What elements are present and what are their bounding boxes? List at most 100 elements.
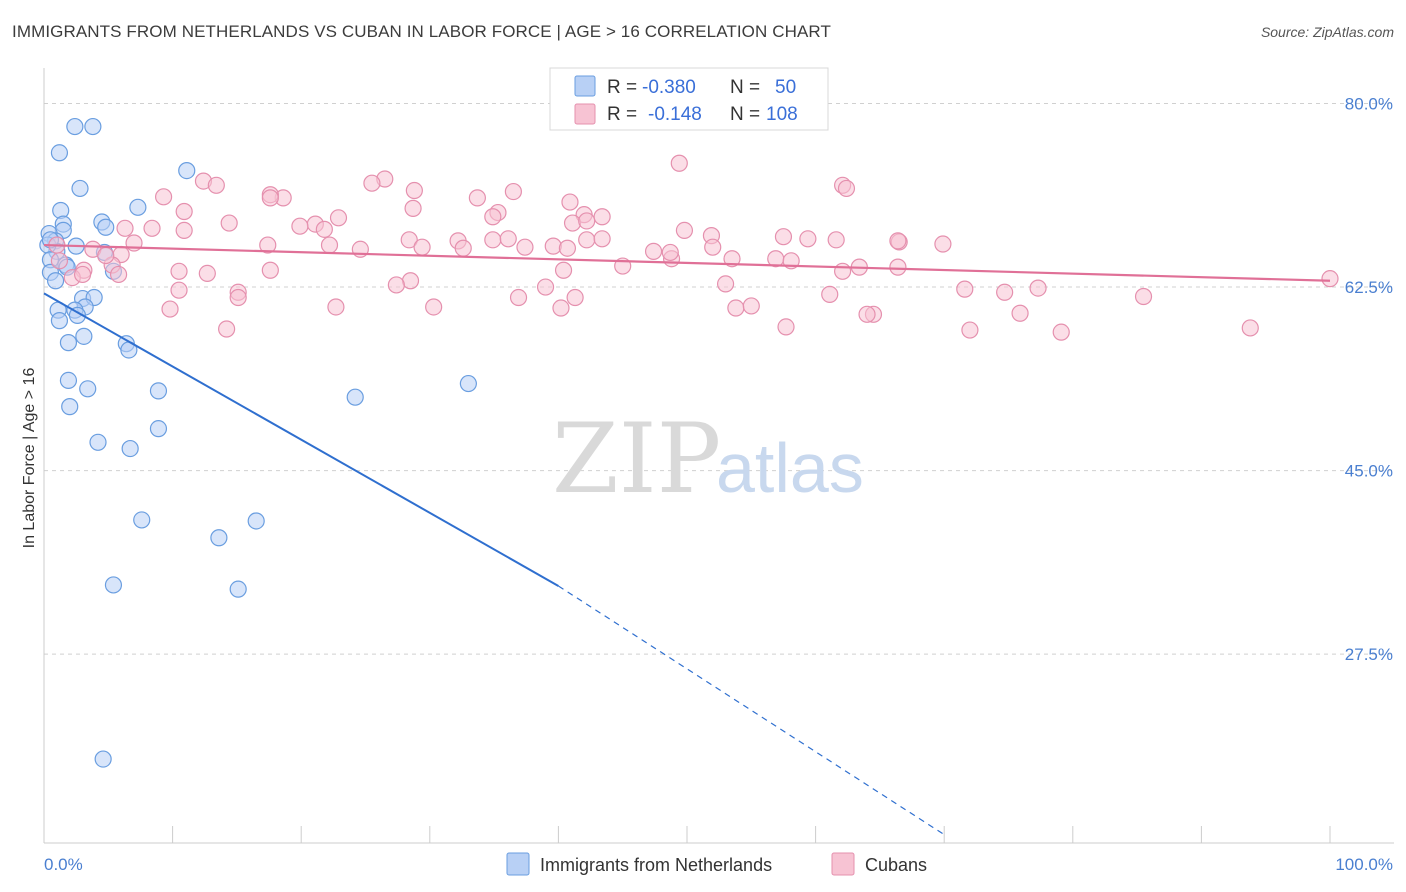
cubans-point-32 xyxy=(675,221,694,239)
cubans-trend-line xyxy=(43,243,1331,282)
cubans-point-28 xyxy=(578,212,596,230)
y-tick-label-3: 27.5% xyxy=(1345,645,1393,664)
cubans-point-38 xyxy=(400,231,418,249)
netherlands-point-41 xyxy=(89,433,107,451)
cubans-point-78 xyxy=(401,272,420,290)
cubans-point-76 xyxy=(889,258,907,276)
cubans-point-12 xyxy=(561,193,579,211)
cubans-point-53 xyxy=(413,238,431,256)
cubans-point-94 xyxy=(327,298,345,316)
legend-cubans-swatch xyxy=(831,852,855,876)
watermark: ZIP atlas xyxy=(552,403,864,515)
netherlands-point-44 xyxy=(247,512,265,530)
netherlands-point-43 xyxy=(133,511,151,529)
watermark-zip: ZIP xyxy=(552,403,721,515)
cubans-point-90 xyxy=(536,278,555,296)
netherlands-point-42 xyxy=(121,439,139,458)
cubans-point-18 xyxy=(175,202,193,221)
netherlands-point-6 xyxy=(129,198,147,216)
cubans-point-23 xyxy=(116,219,134,237)
cubans-point-70 xyxy=(198,264,216,283)
axes xyxy=(43,68,1394,844)
netherlands-point-29 xyxy=(50,312,69,330)
cubans-point-45 xyxy=(454,239,472,257)
cubans-point-21 xyxy=(220,214,238,232)
cubans-point-56 xyxy=(889,232,907,250)
legend-cubans-label: Cubans xyxy=(865,855,927,875)
cubans-point-88 xyxy=(229,288,247,307)
cubans-point-91 xyxy=(821,285,839,303)
netherlands-point-0 xyxy=(66,117,84,136)
cubans-point-43 xyxy=(259,236,277,254)
legend-series: Immigrants from Netherlands Cubans xyxy=(506,852,927,876)
cubans-point-58 xyxy=(50,252,69,270)
cubans-point-62 xyxy=(661,243,679,262)
x-tick-label-1: 100.0% xyxy=(1335,855,1393,874)
netherlands-point-35 xyxy=(79,380,97,398)
netherlands-point-39 xyxy=(61,398,79,416)
y-axis-label: In Labor Force | Age > 16 xyxy=(21,368,38,549)
legend-netherlands-swatch xyxy=(506,852,530,876)
cubans-point-67 xyxy=(170,262,188,280)
netherlands-point-3 xyxy=(71,179,89,198)
netherlands-point-22 xyxy=(46,272,65,290)
cubans-point-104 xyxy=(777,318,795,336)
cubans-point-87 xyxy=(566,288,584,307)
cubans-point-14 xyxy=(261,189,279,207)
netherlands-point-37 xyxy=(346,388,364,406)
cubans-point-92 xyxy=(1134,287,1153,306)
x-tick-label-0: 0.0% xyxy=(44,855,83,874)
cubans-point-54 xyxy=(516,238,534,256)
legend-stats: R = -0.380 N = 50 R = -0.148 N = 108 xyxy=(549,67,829,131)
cubans-point-74 xyxy=(834,262,852,280)
cubans-point-30 xyxy=(175,221,193,239)
cubans-point-68 xyxy=(97,246,115,265)
cubans-point-61 xyxy=(644,242,663,260)
netherlands-point-38 xyxy=(459,374,477,393)
cubans-point-81 xyxy=(170,281,188,299)
y-tick-labels: 80.0% 62.5% 45.0% 27.5% xyxy=(1345,94,1393,664)
legend-blue-n-value: 50 xyxy=(775,77,796,98)
legend-blue-swatch xyxy=(574,75,596,97)
legend-blue-r-label: R = xyxy=(607,77,637,98)
cubans-point-35 xyxy=(774,228,793,246)
cubans-point-3 xyxy=(207,176,225,194)
cubans-point-4 xyxy=(363,174,381,192)
cubans-point-96 xyxy=(425,298,443,316)
y-tick-label-2: 45.0% xyxy=(1345,462,1393,481)
cubans-point-64 xyxy=(723,250,741,268)
cubans-point-26 xyxy=(329,209,348,227)
cubans-point-85 xyxy=(996,283,1014,301)
watermark-atlas: atlas xyxy=(716,429,864,507)
netherlands-point-4 xyxy=(178,162,196,180)
series-netherlands-points xyxy=(39,117,477,768)
cubans-point-72 xyxy=(554,261,573,279)
cubans-point-0 xyxy=(670,154,688,172)
cubans-point-101 xyxy=(1011,304,1029,322)
y-tick-label-1: 62.5% xyxy=(1345,278,1393,297)
series-cubans-points xyxy=(48,154,1339,341)
cubans-point-44 xyxy=(544,237,562,255)
legend-netherlands-label: Immigrants from Netherlands xyxy=(540,855,772,875)
cubans-point-71 xyxy=(261,261,279,279)
cubans-point-27 xyxy=(563,214,582,232)
cubans-point-102 xyxy=(218,320,236,338)
cubans-point-89 xyxy=(509,288,528,307)
trend-lines xyxy=(43,243,1331,836)
chart-title: IMMIGRANTS FROM NETHERLANDS VS CUBAN IN … xyxy=(12,22,831,41)
cubans-point-31 xyxy=(578,231,596,249)
legend-blue-r-value: -0.380 xyxy=(642,77,696,98)
cubans-point-7 xyxy=(468,189,486,207)
cubans-point-24 xyxy=(291,217,309,235)
netherlands-point-31 xyxy=(59,334,78,352)
netherlands-point-28 xyxy=(68,306,87,324)
netherlands-trend-extension xyxy=(558,585,945,836)
cubans-point-105 xyxy=(961,321,979,339)
cubans-point-107 xyxy=(1052,323,1070,341)
cubans-point-99 xyxy=(552,299,570,317)
cubans-point-73 xyxy=(109,265,128,284)
netherlands-point-10 xyxy=(97,218,115,236)
legend-pink-r-label: R = xyxy=(607,104,637,125)
cubans-point-80 xyxy=(73,265,92,284)
